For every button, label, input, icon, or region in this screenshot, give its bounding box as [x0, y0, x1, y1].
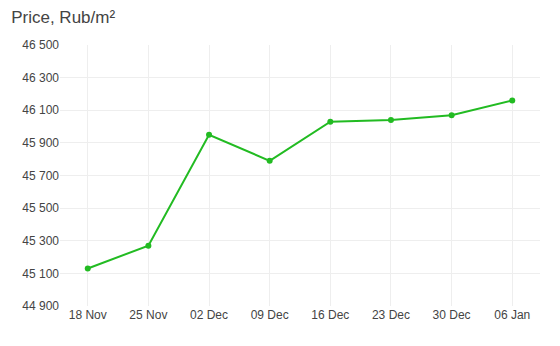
svg-text:45 500: 45 500 [22, 201, 59, 215]
svg-text:06 Jan: 06 Jan [494, 308, 530, 322]
svg-text:44 900: 44 900 [22, 299, 59, 313]
svg-text:45 900: 45 900 [22, 136, 59, 150]
svg-text:46 300: 46 300 [22, 71, 59, 85]
svg-text:46 500: 46 500 [22, 38, 59, 52]
svg-text:Price, Rub/m²: Price, Rub/m² [11, 8, 115, 27]
svg-text:02 Dec: 02 Dec [190, 308, 228, 322]
svg-text:45 100: 45 100 [22, 267, 59, 281]
svg-text:45 700: 45 700 [22, 169, 59, 183]
svg-text:23 Dec: 23 Dec [372, 308, 410, 322]
svg-text:46 100: 46 100 [22, 103, 59, 117]
svg-text:25 Nov: 25 Nov [129, 308, 167, 322]
svg-text:30 Dec: 30 Dec [433, 308, 471, 322]
svg-text:45 300: 45 300 [22, 234, 59, 248]
svg-text:09 Dec: 09 Dec [251, 308, 289, 322]
svg-text:16 Dec: 16 Dec [311, 308, 349, 322]
svg-text:18 Nov: 18 Nov [69, 308, 107, 322]
